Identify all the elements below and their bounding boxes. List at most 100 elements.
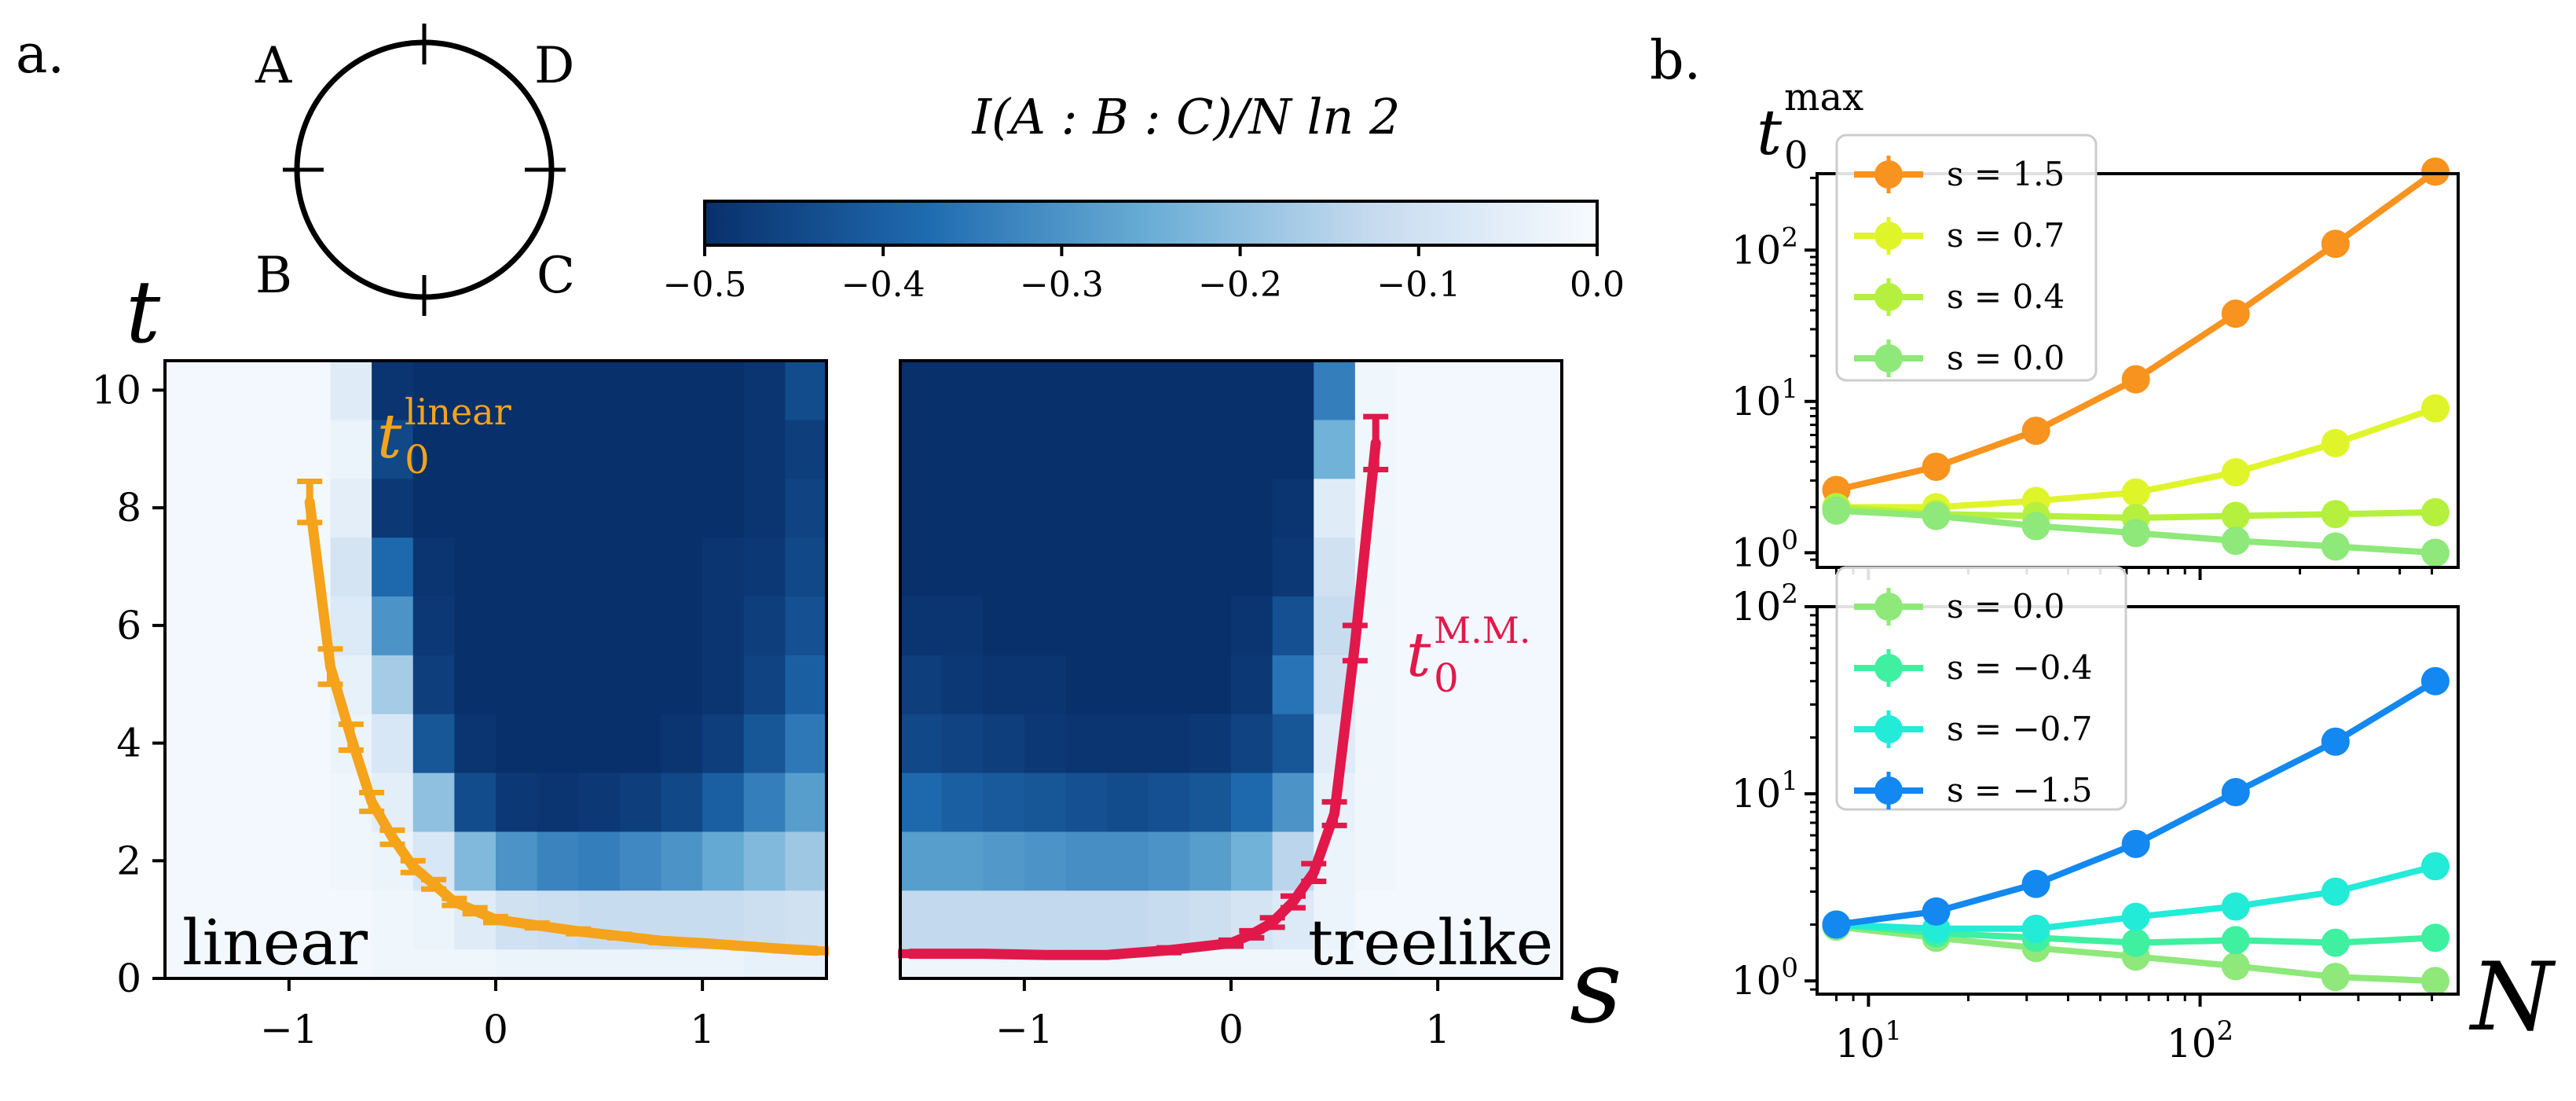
heatmap-cell [1231,714,1273,773]
data-point [2321,727,2350,756]
data-point [2221,892,2250,921]
heatmap-cell [1189,537,1232,597]
heatmap-cell [165,949,207,979]
heatmap-cell [412,419,455,479]
heatmap-cell [247,773,290,832]
heatmap-cell [1438,714,1480,773]
heatmap-cell [785,478,827,538]
heatmap-cell [619,478,662,538]
heatmap-cell [941,361,984,420]
heatmap-cell [412,655,455,714]
heatmap-cell [1148,596,1190,655]
heatmap-cell [619,831,662,891]
heatmap-cell [1314,537,1356,597]
heatmap-cell [1148,361,1190,420]
heatmap-cell [1479,478,1521,538]
data-point [2420,852,2450,881]
heatmap-cell [372,949,414,979]
heatmap-cell [1065,419,1108,479]
heatmap-cell [785,773,827,832]
heatmap-cell [1024,773,1067,832]
heatmap-cell [1148,831,1190,891]
heatmap-cell [537,419,579,479]
heatmap-cell [578,596,621,655]
heatmap-cell [1272,478,1314,538]
y-tick-label: 10 [91,367,141,413]
heatmap-cell [330,831,372,891]
legend-label: s = 0.0 [1947,339,2065,377]
heatmap-cell [1479,773,1521,832]
heatmap-cell [247,361,290,420]
heatmap-cell [288,361,332,420]
heatmap-cell [537,537,579,597]
heatmap-cell [496,655,538,714]
data-point [2021,417,2050,446]
data-point [2420,967,2450,996]
heatmap-cell [288,949,332,979]
heatmap-cell [785,419,827,479]
heatmap-cell [983,537,1025,597]
data-point [2420,923,2450,952]
colorbar-label: I(A : B : C)/N ln 2 [971,88,1400,145]
heatmap-cell [496,537,538,597]
heatmap-cell [1354,714,1398,773]
circle-diagram: A D B C [255,24,575,316]
heatmap-cell [1438,596,1480,655]
heatmap-cell [247,949,290,979]
heatmap-cell [1065,831,1108,891]
heatmap-cell [619,596,662,655]
heatmap-cell [1065,596,1108,655]
heatmap-cell [1272,419,1314,479]
heatmap-cell [578,773,621,832]
data-point [2420,394,2450,423]
heatmap-cell [661,361,703,420]
heatmap-cell [1107,655,1149,714]
heatmap-cell [661,419,703,479]
heatmap-cell [537,831,579,891]
heatmap-cell [1396,714,1438,773]
heatmap-cell [206,714,248,773]
heatmap-cell [1272,655,1314,714]
heatmap-cell [454,478,497,538]
label-C: C [537,247,575,305]
heatmap-cell [1354,831,1398,891]
heatmap-cell [454,537,497,597]
heatmap-cell [165,419,207,479]
curve-label: t [1406,620,1431,691]
data-point [2321,877,2350,906]
heatmap-cell [454,361,497,420]
data-point [2221,926,2250,955]
data-point [2321,229,2350,259]
colorbar-tick-label: −0.1 [1376,265,1460,305]
heatmap-cell [288,890,332,950]
heatmap-cell [1272,949,1314,979]
heatmap-cell [1189,361,1232,420]
heatmap-cell [702,419,745,479]
heatmap-cell [372,361,414,420]
heatmap-cell [785,714,827,773]
data-point [2321,928,2350,957]
heatmap-cell [454,773,497,832]
heatmap-cell [702,655,745,714]
heatmap-cell [941,890,984,950]
heatmap-cell [900,537,943,597]
heatmap-cell [900,714,943,773]
heatmap-cell [743,890,786,950]
heatmap-cell [1396,361,1438,420]
y-tick-label: 4 [116,721,141,766]
heatmap-cell [983,596,1025,655]
heatmap-cell [330,478,372,538]
heatmap-cell [247,537,290,597]
y-axis-label: t [126,262,161,362]
heatmap-cell [661,773,703,832]
heatmap-cell [247,419,290,479]
heatmap-cell [412,596,455,655]
heatmap-cell [1107,773,1149,832]
heatmap-cell [983,419,1025,479]
data-point [1822,910,1851,939]
heatmap-cell [619,714,662,773]
heatmap-cell [743,537,786,597]
heatmap-cell [619,361,662,420]
data-point [2221,501,2250,530]
heatmap-cell [661,655,703,714]
